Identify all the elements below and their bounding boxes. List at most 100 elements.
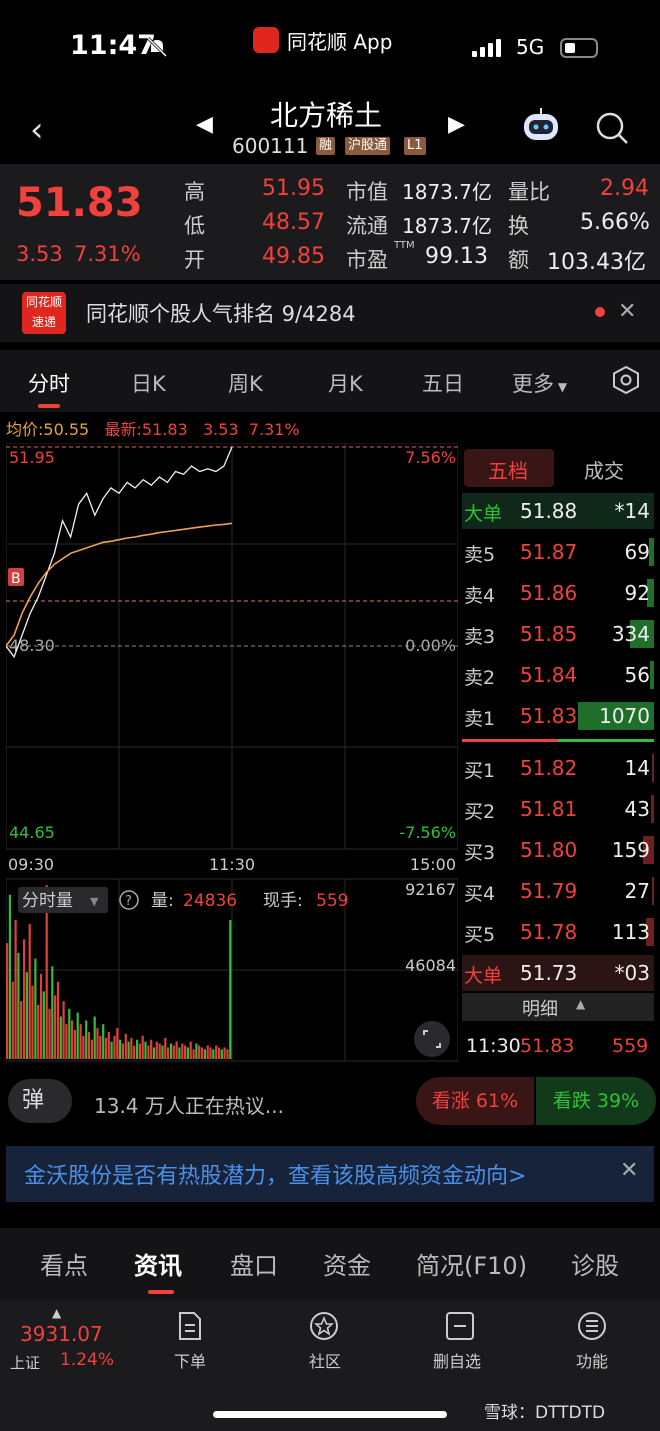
tab-more[interactable]: 更多 ▼ — [512, 372, 568, 396]
danmaku-toggle[interactable]: 弹 — [8, 1079, 72, 1123]
tab-funds[interactable]: 资金 — [323, 1252, 371, 1280]
tab-orderbook[interactable]: 盘口 — [230, 1252, 278, 1280]
index-pct: 1.24% — [60, 1350, 115, 1370]
tab-daily-k[interactable]: 日K — [131, 372, 166, 396]
remove-watch-icon[interactable] — [444, 1310, 476, 1342]
book-row[interactable]: 卖4 51.86 92 — [462, 575, 654, 611]
price-line — [6, 446, 233, 659]
tab-weekly-k[interactable]: 周K — [228, 372, 263, 396]
big-order-row[interactable]: 大单 51.88 *14 — [462, 493, 654, 529]
community-icon[interactable] — [308, 1310, 340, 1342]
promo-close-icon[interactable]: ✕ — [620, 1158, 639, 1183]
buy-marker — [8, 568, 24, 586]
prev-stock-icon[interactable]: ◀ — [196, 112, 213, 137]
volume-bar — [200, 1047, 204, 1059]
tab-five-day[interactable]: 五日 — [422, 372, 464, 396]
tab-trades[interactable]: 成交 — [584, 459, 624, 483]
qty-bar — [630, 620, 654, 648]
banner-close-icon[interactable]: ✕ — [618, 299, 637, 324]
volume-selector[interactable] — [18, 887, 108, 913]
book-row[interactable]: 卖5 51.87 69 — [462, 534, 654, 570]
hot-discussion-text[interactable]: 13.4 万人正在热议... — [94, 1094, 284, 1118]
big-order-row[interactable]: 大单 51.73 *03 — [462, 955, 654, 991]
volume-selector-label: 分时量 — [22, 891, 73, 911]
low-label: 低 — [184, 214, 205, 238]
order-label[interactable]: 下单 — [174, 1352, 207, 1371]
volume-bar — [65, 1024, 68, 1059]
book-row[interactable]: 买1 51.82 14 — [462, 750, 654, 786]
book-row[interactable]: 卖2 51.84 56 — [462, 657, 654, 693]
popularity-banner[interactable]: 同花顺 速递 同花顺个股人气排名 9/4284 — [0, 284, 660, 342]
order-icon[interactable] — [174, 1310, 206, 1342]
last-trade-price: 51.83 — [520, 1035, 575, 1057]
back-icon[interactable]: ‹ — [30, 110, 44, 150]
book-row-qty: 1070 — [599, 704, 650, 728]
vote-up-button[interactable]: 看涨 61% — [416, 1077, 534, 1125]
book-row-qty: *03 — [614, 961, 650, 985]
volume-bar — [138, 1043, 141, 1059]
tab-five-levels[interactable]: 五档 — [488, 459, 528, 483]
tab-intraday[interactable]: 分时 — [28, 372, 70, 396]
book-row-label: 卖3 — [464, 626, 496, 648]
volume-bar — [121, 1043, 124, 1059]
remove-watch-label[interactable]: 删自选 — [433, 1352, 482, 1371]
promo-text[interactable]: 金沃股份是否有热股潜力，查看该股高频资金动向> — [24, 1164, 527, 1189]
volume-bar — [175, 1041, 178, 1059]
help-icon-glyph: ? — [125, 894, 132, 909]
settings-hex-icon[interactable] — [612, 366, 640, 394]
home-indicator[interactable] — [213, 1411, 447, 1418]
volume-bar — [116, 1028, 119, 1059]
book-row[interactable]: 买2 51.81 43 — [462, 791, 654, 827]
banner-text: 同花顺个股人气排名 9/4284 — [86, 302, 356, 326]
tab-diagnosis[interactable]: 诊股 — [571, 1252, 619, 1280]
volume-bar — [217, 1047, 221, 1059]
intraday-chart[interactable]: 51.95 48.30 44.65 7.56% 0.00% -7.56% B 0… — [6, 443, 458, 1063]
promo-banner[interactable] — [6, 1146, 654, 1202]
book-row[interactable]: 卖3 51.85 334 — [462, 616, 654, 652]
book-row[interactable]: 卖1 51.83 1070 — [462, 698, 654, 734]
book-row-label: 卖2 — [464, 667, 496, 689]
robot-assistant-icon[interactable] — [520, 106, 562, 146]
book-row-qty: 43 — [624, 797, 650, 821]
tag-margin: 融 — [316, 137, 336, 155]
menu-icon[interactable] — [576, 1310, 608, 1342]
book-row[interactable]: 买4 51.79 27 — [462, 873, 654, 909]
volume-bar — [28, 923, 31, 1059]
book-row-label: 大单 — [464, 965, 503, 987]
book-row-label: 买2 — [464, 801, 496, 823]
next-stock-icon[interactable]: ▶ — [448, 112, 465, 137]
time-label-open: 09:30 — [8, 855, 54, 874]
volume-bar — [186, 1047, 189, 1059]
community-label[interactable]: 社区 — [309, 1352, 342, 1371]
volume-bar — [102, 1024, 105, 1059]
qty-bar — [650, 661, 654, 689]
high-label: 高 — [184, 180, 205, 204]
volume-bar — [48, 1008, 51, 1059]
tab-highlights[interactable]: 看点 — [40, 1252, 88, 1280]
volume-bar — [51, 966, 54, 1059]
volume-bar — [87, 1032, 91, 1059]
open-value: 49.85 — [262, 244, 325, 269]
menu-label[interactable]: 功能 — [576, 1352, 609, 1371]
tab-news[interactable]: 资讯 — [134, 1252, 182, 1280]
book-row[interactable]: 买3 51.80 159 — [462, 832, 654, 868]
volume-bar — [56, 981, 60, 1059]
volume-bar — [206, 1045, 209, 1059]
index-value[interactable]: 3931.07 — [20, 1322, 103, 1346]
qty-bar — [646, 918, 654, 946]
signal-icon — [472, 38, 504, 57]
pe-label: 市盈 — [346, 248, 388, 272]
tab-monthly-k[interactable]: 月K — [328, 372, 363, 396]
book-row[interactable]: 买5 51.78 113 — [462, 914, 654, 950]
volume-qty: 24836 — [183, 891, 237, 911]
volume-bar — [42, 991, 45, 1059]
search-icon[interactable] — [594, 110, 630, 146]
volume-bar — [39, 974, 43, 1059]
vote-down-button[interactable]: 看跌 39% — [536, 1077, 656, 1125]
qty-bar — [652, 754, 654, 782]
detail-header[interactable]: 明细 ▲ — [462, 993, 654, 1021]
status-bar: 11:47 同花顺 App 5G — [0, 0, 660, 92]
volume-bar — [73, 1030, 76, 1059]
tab-profile-f10[interactable]: 简况(F10) — [416, 1252, 528, 1280]
current-price: 51.83 — [16, 180, 143, 226]
